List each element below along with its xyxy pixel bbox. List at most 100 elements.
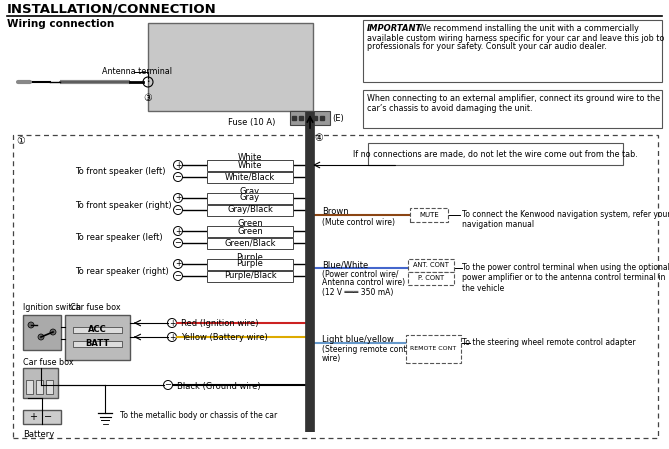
FancyBboxPatch shape bbox=[207, 172, 293, 182]
Text: ACC: ACC bbox=[88, 325, 107, 334]
Text: Red (Ignition wire): Red (Ignition wire) bbox=[181, 320, 258, 329]
Text: Blue/White: Blue/White bbox=[322, 260, 368, 269]
Text: : We recommend installing the unit with a commercially: : We recommend installing the unit with … bbox=[411, 24, 639, 33]
Text: +: + bbox=[175, 160, 181, 170]
Text: When connecting to an external amplifier, connect its ground wire to the
car’s c: When connecting to an external amplifier… bbox=[367, 94, 660, 114]
FancyBboxPatch shape bbox=[207, 225, 293, 237]
Text: If no connections are made, do not let the wire come out from the tab.: If no connections are made, do not let t… bbox=[353, 150, 638, 158]
Text: P. CONT: P. CONT bbox=[418, 275, 444, 281]
Text: Purple: Purple bbox=[237, 252, 264, 261]
Text: Purple/Black: Purple/Black bbox=[223, 272, 276, 281]
Text: Brown: Brown bbox=[322, 207, 349, 216]
FancyBboxPatch shape bbox=[207, 193, 293, 203]
Text: White: White bbox=[237, 160, 262, 170]
FancyBboxPatch shape bbox=[23, 368, 58, 398]
FancyBboxPatch shape bbox=[207, 204, 293, 216]
Text: Battery: Battery bbox=[23, 430, 54, 439]
Text: −: − bbox=[165, 380, 171, 389]
Text: Gray/Black: Gray/Black bbox=[227, 206, 273, 215]
Text: (12 V ═══ 350 mA): (12 V ═══ 350 mA) bbox=[322, 287, 393, 296]
Text: ANT. CONT: ANT. CONT bbox=[413, 262, 449, 268]
FancyBboxPatch shape bbox=[207, 159, 293, 171]
Text: Car fuse box: Car fuse box bbox=[70, 303, 120, 312]
FancyBboxPatch shape bbox=[73, 341, 122, 347]
Text: Gray: Gray bbox=[240, 194, 260, 202]
Text: To connect the Kenwood navigation system, refer your
navigation manual: To connect the Kenwood navigation system… bbox=[462, 210, 669, 229]
Text: −: − bbox=[175, 272, 181, 281]
Text: Green: Green bbox=[237, 226, 263, 235]
FancyBboxPatch shape bbox=[207, 238, 293, 248]
Text: To front speaker (left): To front speaker (left) bbox=[75, 167, 165, 176]
Text: To front speaker (right): To front speaker (right) bbox=[75, 201, 172, 210]
Text: (Mute control wire): (Mute control wire) bbox=[322, 217, 395, 226]
FancyBboxPatch shape bbox=[13, 135, 658, 438]
Text: wire): wire) bbox=[322, 353, 341, 362]
Text: To the power control terminal when using the optional
power amplifier or to the : To the power control terminal when using… bbox=[462, 263, 669, 293]
Text: Black (Ground wire): Black (Ground wire) bbox=[177, 382, 261, 391]
Text: −: − bbox=[175, 172, 181, 181]
FancyBboxPatch shape bbox=[406, 335, 461, 363]
FancyBboxPatch shape bbox=[408, 272, 454, 285]
FancyBboxPatch shape bbox=[408, 259, 454, 272]
FancyBboxPatch shape bbox=[368, 143, 623, 165]
Text: Purple: Purple bbox=[237, 260, 264, 269]
Text: +: + bbox=[169, 333, 175, 342]
Text: INSTALLATION/CONNECTION: INSTALLATION/CONNECTION bbox=[7, 3, 217, 16]
Text: •: • bbox=[147, 79, 150, 84]
Text: professionals for your safety. Consult your car audio dealer.: professionals for your safety. Consult y… bbox=[367, 42, 607, 51]
Circle shape bbox=[50, 329, 56, 335]
Text: Wiring connection: Wiring connection bbox=[7, 19, 114, 29]
Circle shape bbox=[28, 322, 34, 328]
Text: +: + bbox=[169, 318, 175, 327]
Text: White: White bbox=[237, 154, 262, 163]
FancyBboxPatch shape bbox=[46, 380, 53, 394]
Text: Light blue/yellow: Light blue/yellow bbox=[322, 335, 394, 344]
Text: −: − bbox=[44, 412, 52, 422]
FancyBboxPatch shape bbox=[363, 20, 662, 82]
Text: Green: Green bbox=[237, 220, 263, 229]
Circle shape bbox=[38, 334, 44, 340]
Text: ④: ④ bbox=[314, 133, 322, 143]
Text: REMOTE CONT: REMOTE CONT bbox=[410, 347, 456, 352]
Text: To rear speaker (left): To rear speaker (left) bbox=[75, 233, 163, 242]
Text: +: + bbox=[175, 260, 181, 269]
Text: Gray: Gray bbox=[240, 186, 260, 195]
Text: Green/Black: Green/Black bbox=[224, 238, 276, 247]
Text: BATT: BATT bbox=[86, 339, 110, 348]
FancyBboxPatch shape bbox=[23, 315, 61, 350]
FancyBboxPatch shape bbox=[23, 410, 61, 424]
FancyBboxPatch shape bbox=[73, 327, 122, 333]
Text: (Steering remote control: (Steering remote control bbox=[322, 345, 416, 355]
Text: Ignition switch: Ignition switch bbox=[23, 303, 81, 312]
Text: Fuse (10 A): Fuse (10 A) bbox=[227, 118, 275, 127]
Text: +: + bbox=[175, 194, 181, 202]
Text: Antenna control wire): Antenna control wire) bbox=[322, 278, 405, 287]
Text: (Power control wire/: (Power control wire/ bbox=[322, 270, 399, 279]
Text: Antenna terminal: Antenna terminal bbox=[102, 67, 172, 76]
FancyBboxPatch shape bbox=[36, 380, 43, 394]
Text: +: + bbox=[175, 226, 181, 235]
Text: +: + bbox=[29, 412, 37, 422]
Text: To rear speaker (right): To rear speaker (right) bbox=[75, 267, 169, 276]
Text: −: − bbox=[175, 206, 181, 215]
FancyBboxPatch shape bbox=[290, 111, 330, 125]
Text: White/Black: White/Black bbox=[225, 172, 275, 181]
FancyBboxPatch shape bbox=[26, 380, 33, 394]
FancyBboxPatch shape bbox=[207, 259, 293, 269]
Text: MUTE: MUTE bbox=[419, 212, 439, 218]
FancyBboxPatch shape bbox=[148, 23, 313, 111]
Text: −: − bbox=[175, 238, 181, 247]
FancyBboxPatch shape bbox=[65, 315, 130, 360]
Text: ③: ③ bbox=[144, 93, 153, 103]
Text: To the steering wheel remote control adapter: To the steering wheel remote control ada… bbox=[462, 338, 636, 347]
Text: ①: ① bbox=[16, 136, 25, 146]
Text: Yellow (Battery wire): Yellow (Battery wire) bbox=[181, 334, 268, 343]
Text: (E): (E) bbox=[332, 114, 344, 123]
FancyBboxPatch shape bbox=[363, 90, 662, 128]
Text: IMPORTANT: IMPORTANT bbox=[367, 24, 422, 33]
FancyBboxPatch shape bbox=[207, 270, 293, 282]
FancyBboxPatch shape bbox=[410, 208, 448, 222]
Text: available custom wiring harness specific for your car and leave this job to: available custom wiring harness specific… bbox=[367, 34, 664, 43]
Text: Car fuse box: Car fuse box bbox=[23, 358, 74, 367]
Text: To the metallic body or chassis of the car: To the metallic body or chassis of the c… bbox=[120, 410, 277, 419]
